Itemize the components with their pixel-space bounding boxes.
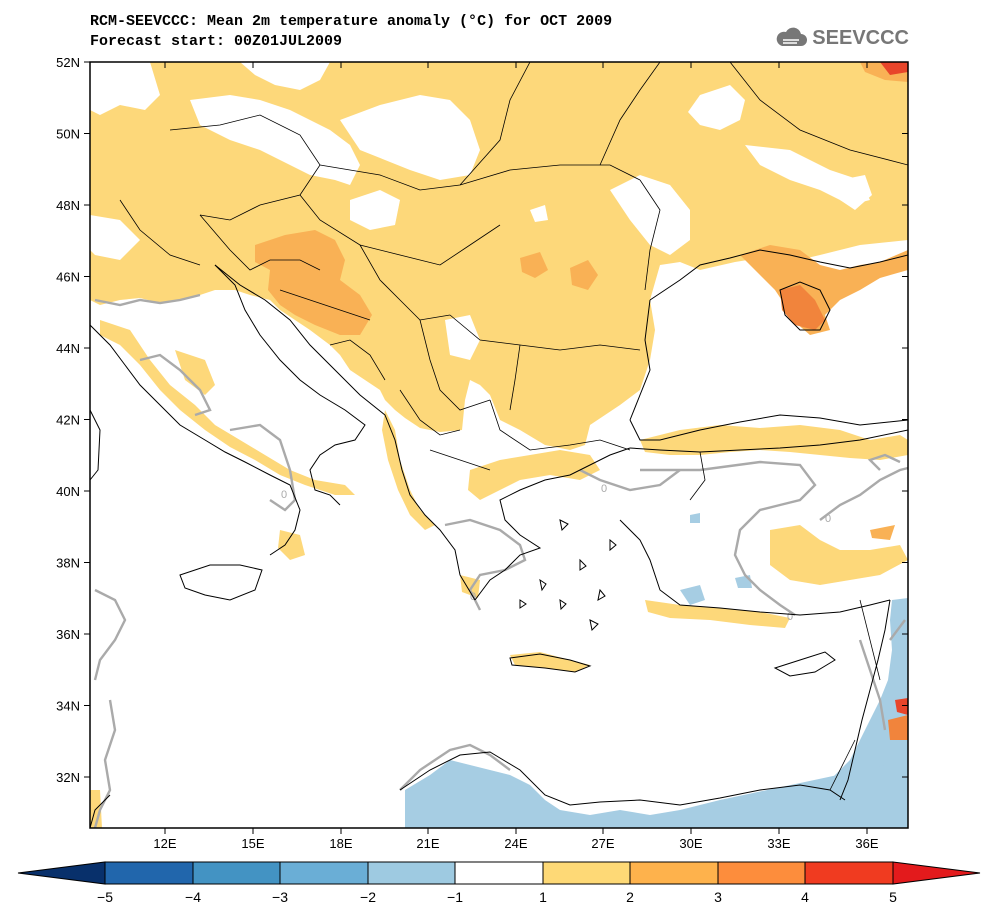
colorbar-label: 3: [714, 889, 722, 905]
lon-tick-label: 24E: [504, 836, 527, 851]
title-line-1: RCM-SEEVCCC: Mean 2m temperature anomaly…: [90, 13, 613, 30]
lon-axis: 12E 15E 18E 21E 24E 27E 30E 33E 36E: [153, 62, 879, 851]
lat-tick-label: 52N: [56, 55, 80, 70]
colorbar: −5 −4 −3 −2 −1 1 2 3 4 5: [17, 861, 981, 905]
colorbar-bin: [192, 861, 281, 885]
colorbar-label: −1: [447, 889, 463, 905]
lon-tick-label: 18E: [329, 836, 352, 851]
contour-label: 0: [787, 611, 793, 623]
chart-title: RCM-SEEVCCC: Mean 2m temperature anomaly…: [90, 12, 612, 52]
lon-tick-label: 30E: [679, 836, 702, 851]
colorbar-label: −5: [97, 889, 113, 905]
colorbar-arrow-right: [892, 861, 981, 885]
title-line-2: Forecast start: 00Z01JUL2009: [90, 33, 343, 50]
lon-tick-label: 15E: [241, 836, 264, 851]
colorbar-bin: [454, 861, 544, 885]
lat-tick-label: 44N: [56, 341, 80, 356]
lat-tick-label: 36N: [56, 627, 80, 642]
colorbar-bin: [279, 861, 369, 885]
colorbar-bin: [104, 861, 194, 885]
lat-tick-label: 48N: [56, 198, 80, 213]
lat-tick-label: 46N: [56, 270, 80, 285]
lon-tick-label: 27E: [591, 836, 614, 851]
zero-contours: [93, 293, 908, 828]
colorbar-arrow-left: [17, 861, 106, 885]
lat-tick-label: 32N: [56, 770, 80, 785]
lat-tick-label: 38N: [56, 556, 80, 571]
colorbar-bin: [367, 861, 456, 885]
coastlines: [90, 249, 908, 828]
contour-label: 0: [825, 513, 831, 525]
country-borders: [119, 62, 908, 791]
colorbar-label: 5: [889, 889, 897, 905]
lat-tick-label: 50N: [56, 127, 80, 142]
lat-tick-label: 34N: [56, 699, 80, 714]
logo-text: SEEVCCC: [812, 26, 909, 49]
colorbar-label: −4: [185, 889, 201, 905]
anomaly-2-3-pannonian: [255, 230, 372, 335]
lat-axis: 52N 50N 48N 46N 44N 42N 40N 38N 36N 34N …: [56, 55, 908, 785]
seevccc-logo: SEEVCCC: [774, 26, 909, 50]
contour-label: 0: [281, 489, 287, 501]
colorbar-bin: [804, 861, 894, 885]
colorbar-bin: [717, 861, 806, 885]
colorbar-label: 4: [801, 889, 809, 905]
colorbar-label: −3: [272, 889, 288, 905]
colorbar-bin: [542, 861, 631, 885]
colorbar-label: −2: [360, 889, 376, 905]
lon-tick-label: 21E: [416, 836, 439, 851]
colorbar-label: 2: [626, 889, 634, 905]
map-frame: [89, 61, 909, 829]
cloud-logo-icon: [777, 27, 808, 46]
lat-tick-label: 42N: [56, 413, 80, 428]
contour-label: 0: [601, 483, 607, 495]
colorbar-label: 1: [539, 889, 547, 905]
lon-tick-label: 36E: [855, 836, 878, 851]
map-fields: 0 0 0 0 0: [90, 62, 908, 828]
lat-tick-label: 40N: [56, 484, 80, 499]
lon-tick-label: 33E: [767, 836, 790, 851]
colorbar-bin: [629, 861, 719, 885]
lon-tick-label: 12E: [153, 836, 176, 851]
